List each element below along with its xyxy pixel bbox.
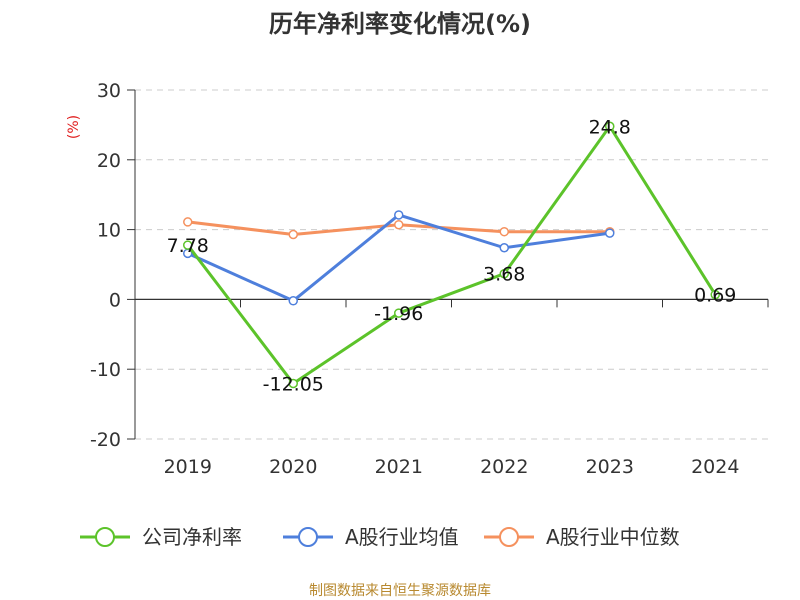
data-label: 3.68 [483, 264, 525, 286]
legend-item-0[interactable]: 公司净利率 [80, 525, 242, 549]
legend-item-1[interactable]: A股行业均值 [283, 525, 459, 549]
data-labels: 7.78 -12.05 -1.96 3.68 24.8 0.69 [167, 116, 737, 395]
y-tick-label: 0 [109, 289, 121, 311]
x-tick-label-2019: 2019 [164, 456, 212, 478]
grid-lines [135, 89, 768, 440]
x-tick-label-2023: 2023 [586, 456, 634, 478]
data-point [288, 378, 298, 389]
data-label: -12.05 [263, 374, 324, 396]
x-tick-label-2024: 2024 [691, 456, 739, 478]
data-point [394, 308, 404, 318]
data-label: 7.78 [167, 235, 209, 257]
data-point [499, 268, 509, 279]
data-point [288, 229, 298, 240]
legend-label: 公司净利率 [142, 525, 242, 549]
data-label: 24.8 [589, 116, 631, 138]
y-tick-label: 10 [97, 220, 121, 242]
data-point [499, 242, 509, 253]
series-2 [183, 217, 615, 240]
axes: 30 20 10 0 -10 -20 2019 2020 2021 2022 2023 2024 [90, 80, 769, 478]
data-point [394, 210, 404, 220]
series-0 [183, 121, 720, 389]
legend-marker [95, 527, 115, 547]
data-point [499, 226, 509, 237]
data-label: 0.69 [694, 285, 736, 307]
y-tick-label: -20 [90, 429, 121, 451]
data-point [605, 228, 615, 238]
legend-label: A股行业均值 [345, 525, 459, 549]
legend-label: A股行业中位数 [546, 525, 680, 549]
y-tick-label: -10 [90, 359, 121, 381]
legend-marker [499, 527, 519, 547]
y-tick-label: 20 [97, 150, 121, 172]
data-point [183, 217, 193, 227]
data-point [394, 219, 404, 230]
series-line [186, 124, 717, 386]
series-lines [183, 121, 720, 389]
data-label: -1.96 [374, 303, 423, 325]
source-note: 制图数据来自恒生聚源数据库 [309, 583, 491, 599]
series-1 [183, 210, 615, 306]
data-point [710, 289, 720, 300]
legend-item-2[interactable]: A股行业中位数 [484, 525, 680, 549]
data-point [183, 240, 193, 250]
y-axis-unit-label: (%) [66, 115, 82, 139]
x-tick-label-2022: 2022 [480, 456, 528, 478]
x-tick-label-2021: 2021 [375, 456, 423, 478]
data-point [288, 296, 298, 306]
x-tick-label-2020: 2020 [269, 456, 317, 478]
chart-title: 历年净利率变化情况(%) [269, 10, 531, 38]
data-point [605, 121, 615, 132]
legend: 公司净利率 A股行业均值 A股行业中位数 [80, 525, 680, 549]
y-tick-label: 30 [97, 80, 121, 102]
legend-marker [298, 527, 318, 547]
